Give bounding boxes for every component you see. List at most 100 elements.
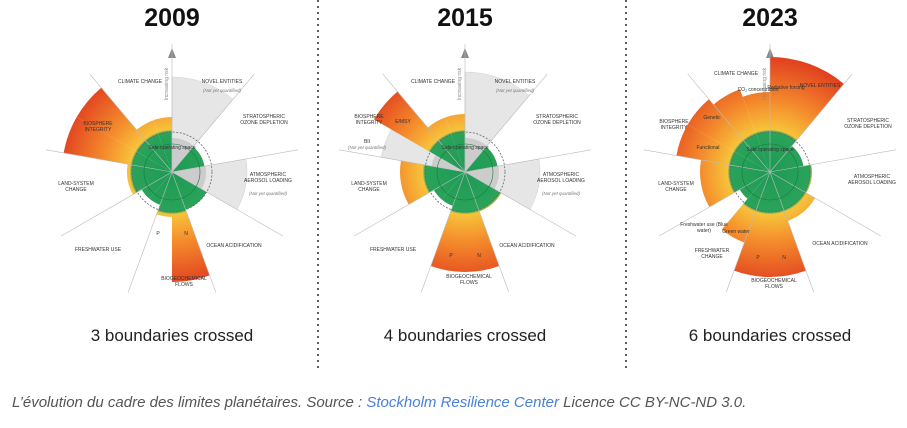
boundary-wedge <box>76 87 172 172</box>
boundary-wedge <box>770 164 812 193</box>
boundary-label: FRESHWATER CHANGE <box>694 248 730 260</box>
boundary-label: BIOGEOCHEMICAL FLOWS <box>446 274 492 286</box>
boundary-label: LAND-SYSTEM CHANGE <box>58 181 94 193</box>
boundary-label: (Not yet quantified) <box>248 191 288 196</box>
boundary-label: LAND-SYSTEM CHANGE <box>351 181 387 193</box>
sector-line <box>89 73 173 173</box>
boundary-wedge <box>441 172 465 206</box>
axis-label: Increasing risk <box>457 67 463 101</box>
boundary-label: N <box>782 255 786 261</box>
boundary-wedge <box>400 160 465 205</box>
boundary-label: BIOSPHERE INTEGRITY <box>354 114 384 126</box>
boundary-label: FRESHWATER USE <box>74 247 122 253</box>
panel-year: 2023 <box>742 4 798 32</box>
boundary-label: E/MSY <box>395 119 411 125</box>
sector-line <box>769 171 815 293</box>
axis-label: Increasing risk <box>762 67 768 101</box>
boundary-wedge <box>141 172 172 199</box>
sector-line <box>687 73 771 173</box>
boundary-label: N <box>477 253 481 259</box>
boundary-wedge <box>721 172 770 243</box>
inner-wedge <box>172 138 194 172</box>
boundary-wedge <box>430 172 465 273</box>
boundary-wedge <box>127 164 172 195</box>
boundary-wedge <box>770 145 804 172</box>
boundary-label: (Not yet quantified) <box>347 145 387 150</box>
boundary-wedge <box>676 124 770 172</box>
boundary-label: CLIMATE CHANGE <box>117 79 163 85</box>
sector-line <box>464 149 592 173</box>
source-caption: L’évolution du cadre des limites planéta… <box>12 394 746 411</box>
sector-line <box>769 171 882 237</box>
boundary-label: P <box>449 253 453 259</box>
boundary-label: CLIMATE CHANGE <box>713 71 759 77</box>
planetary-boundaries <box>643 44 897 293</box>
panel-caption: 6 boundaries crossed <box>688 326 852 345</box>
sector-line <box>769 149 897 173</box>
panel-year: 2009 <box>144 4 200 32</box>
boundary-label: NOVEL ENTITIES <box>799 83 841 89</box>
safe-boundary <box>729 131 811 213</box>
boundary-label: N <box>184 231 188 237</box>
boundary-label: Safe operating space <box>441 145 489 151</box>
center-disc <box>143 143 201 201</box>
boundary-label: P <box>156 231 160 237</box>
sector-line <box>658 171 771 237</box>
sector-line <box>420 171 466 293</box>
boundary-wedge <box>465 172 500 272</box>
boundary-label: OCEAN ACIDIFICATION <box>499 243 555 249</box>
sector-line <box>338 149 466 173</box>
sector-line <box>171 73 255 173</box>
boundary-wedge <box>136 120 172 172</box>
boundary-label: FRESHWATER USE <box>369 247 417 253</box>
sector-line <box>127 171 173 293</box>
sector-line <box>464 73 548 173</box>
sector-line <box>464 171 577 237</box>
sector-line <box>171 149 299 173</box>
boundary-wedge <box>739 172 770 199</box>
panel-caption: 3 boundaries crossed <box>90 326 254 345</box>
boundary-wedge <box>433 172 465 200</box>
planetary-boundaries <box>338 44 592 293</box>
inner-wedge <box>465 138 487 172</box>
axis-label: Increasing risk <box>164 67 170 101</box>
boundary-label: BII <box>363 139 371 145</box>
sector-line <box>769 73 853 173</box>
sector-line <box>643 149 771 173</box>
boundary-label: Green water <box>722 229 750 235</box>
planetary-boundaries <box>45 44 299 293</box>
boundary-label: OCEAN ACIDIFICATION <box>812 241 868 247</box>
sector-line <box>464 171 510 293</box>
boundary-label: Freshwater use (Blue water) <box>680 222 728 234</box>
boundary-wedge <box>770 172 816 221</box>
boundary-label: CO₂ concentration <box>737 87 779 93</box>
boundary-label: (Not yet quantified) <box>202 88 242 93</box>
sector-line <box>45 149 173 173</box>
boundary-wedge <box>770 172 806 277</box>
sector-line <box>60 171 173 237</box>
boundary-label: Radiative forcing <box>767 85 805 91</box>
panel-caption: 4 boundaries crossed <box>383 326 547 345</box>
boundary-label: ATMOSPHERIC AEROSOL LOADING <box>848 174 896 186</box>
boundary-wedge <box>687 99 770 172</box>
sector-line <box>353 171 466 237</box>
boundary-label: STRATOSPHERIC OZONE DEPLETION <box>844 118 892 130</box>
boundary-wedge <box>770 57 844 172</box>
boundary-wedge <box>734 172 770 277</box>
safe-boundary <box>131 131 213 213</box>
panel-year: 2015 <box>437 4 493 32</box>
boundary-wedge <box>172 172 207 210</box>
boundary-label: CLIMATE CHANGE <box>410 79 456 85</box>
safe-boundary <box>424 131 506 213</box>
boundary-label: BIOGEOCHEMICAL FLOWS <box>751 278 797 290</box>
boundary-label: ATMOSPHERIC AEROSOL LOADING <box>244 172 292 184</box>
boundary-wedge <box>742 92 770 172</box>
boundary-label: ATMOSPHERIC AEROSOL LOADING <box>537 172 585 184</box>
boundary-label: P <box>756 255 760 261</box>
boundary-label: Safe operating space <box>148 145 196 151</box>
source-link[interactable]: Stockholm Resilience Center <box>366 394 559 411</box>
boundary-wedge <box>465 146 498 172</box>
center-disc <box>436 143 494 201</box>
boundary-wedge <box>153 117 172 172</box>
